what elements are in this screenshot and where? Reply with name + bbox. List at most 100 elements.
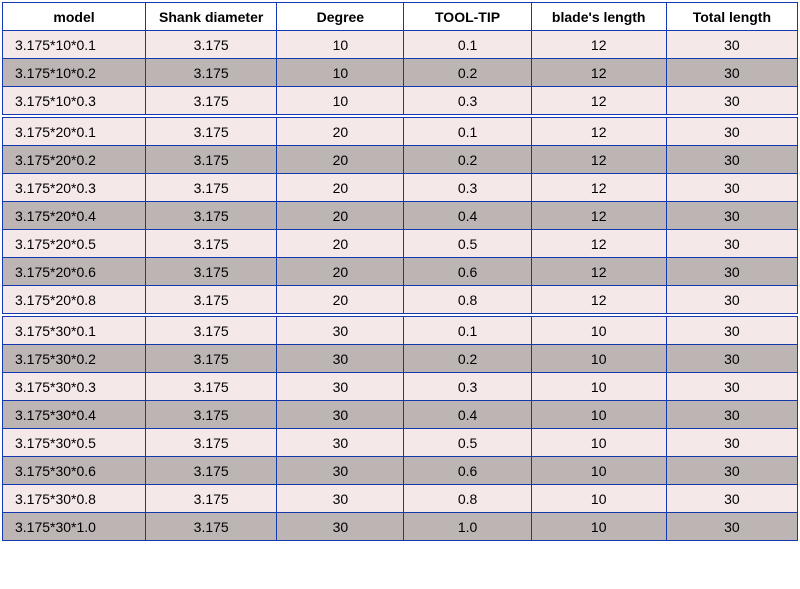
cell-blade: 12 bbox=[531, 174, 666, 202]
cell-total: 30 bbox=[666, 401, 797, 429]
table-header: model Shank diameter Degree TOOL-TIP bla… bbox=[3, 3, 798, 31]
table-row: 3.175*20*0.13.175200.11230 bbox=[3, 118, 798, 146]
col-model: model bbox=[3, 3, 146, 31]
cell-shank: 3.175 bbox=[146, 202, 277, 230]
cell-model: 3.175*30*0.6 bbox=[3, 457, 146, 485]
cell-model: 3.175*30*0.1 bbox=[3, 317, 146, 345]
cell-tip: 0.2 bbox=[404, 59, 531, 87]
col-degree: Degree bbox=[277, 3, 404, 31]
cell-blade: 10 bbox=[531, 345, 666, 373]
cell-blade: 10 bbox=[531, 429, 666, 457]
cell-shank: 3.175 bbox=[146, 401, 277, 429]
cell-degree: 10 bbox=[277, 59, 404, 87]
cell-degree: 30 bbox=[277, 429, 404, 457]
cell-degree: 20 bbox=[277, 258, 404, 286]
cell-blade: 12 bbox=[531, 202, 666, 230]
cell-tip: 0.3 bbox=[404, 373, 531, 401]
cell-tip: 0.2 bbox=[404, 146, 531, 174]
cell-blade: 10 bbox=[531, 373, 666, 401]
table-row: 3.175*30*0.23.175300.21030 bbox=[3, 345, 798, 373]
cell-total: 30 bbox=[666, 202, 797, 230]
cell-shank: 3.175 bbox=[146, 345, 277, 373]
cell-shank: 3.175 bbox=[146, 513, 277, 541]
cell-total: 30 bbox=[666, 485, 797, 513]
col-tip: TOOL-TIP bbox=[404, 3, 531, 31]
cell-model: 3.175*30*0.8 bbox=[3, 485, 146, 513]
cell-degree: 20 bbox=[277, 230, 404, 258]
table-row: 3.175*30*0.33.175300.31030 bbox=[3, 373, 798, 401]
table-row: 3.175*20*0.83.175200.81230 bbox=[3, 286, 798, 314]
cell-shank: 3.175 bbox=[146, 317, 277, 345]
cell-blade: 12 bbox=[531, 87, 666, 115]
cell-degree: 30 bbox=[277, 345, 404, 373]
table-row: 3.175*30*0.63.175300.61030 bbox=[3, 457, 798, 485]
cell-model: 3.175*20*0.2 bbox=[3, 146, 146, 174]
cell-shank: 3.175 bbox=[146, 485, 277, 513]
cell-model: 3.175*20*0.8 bbox=[3, 286, 146, 314]
cell-total: 30 bbox=[666, 286, 797, 314]
cell-model: 3.175*20*0.3 bbox=[3, 174, 146, 202]
cell-tip: 0.8 bbox=[404, 485, 531, 513]
cell-degree: 30 bbox=[277, 513, 404, 541]
cell-degree: 10 bbox=[277, 87, 404, 115]
table-body: 3.175*10*0.13.175100.112303.175*10*0.23.… bbox=[3, 31, 798, 541]
table-row: 3.175*20*0.43.175200.41230 bbox=[3, 202, 798, 230]
cell-tip: 0.2 bbox=[404, 345, 531, 373]
cell-blade: 10 bbox=[531, 317, 666, 345]
cell-degree: 30 bbox=[277, 373, 404, 401]
cell-tip: 0.1 bbox=[404, 118, 531, 146]
cell-total: 30 bbox=[666, 513, 797, 541]
cell-tip: 0.1 bbox=[404, 317, 531, 345]
cell-blade: 12 bbox=[531, 118, 666, 146]
table-row: 3.175*20*0.63.175200.61230 bbox=[3, 258, 798, 286]
cell-blade: 10 bbox=[531, 401, 666, 429]
table-row: 3.175*30*0.53.175300.51030 bbox=[3, 429, 798, 457]
cell-degree: 20 bbox=[277, 202, 404, 230]
cell-model: 3.175*20*0.4 bbox=[3, 202, 146, 230]
table-row: 3.175*30*0.43.175300.41030 bbox=[3, 401, 798, 429]
col-total: Total length bbox=[666, 3, 797, 31]
cell-degree: 10 bbox=[277, 31, 404, 59]
cell-model: 3.175*10*0.3 bbox=[3, 87, 146, 115]
cell-blade: 12 bbox=[531, 286, 666, 314]
cell-total: 30 bbox=[666, 457, 797, 485]
table-row: 3.175*30*0.13.175300.11030 bbox=[3, 317, 798, 345]
cell-degree: 20 bbox=[277, 118, 404, 146]
table-row: 3.175*20*0.23.175200.21230 bbox=[3, 146, 798, 174]
cell-total: 30 bbox=[666, 87, 797, 115]
cell-model: 3.175*30*0.3 bbox=[3, 373, 146, 401]
cell-tip: 0.3 bbox=[404, 174, 531, 202]
cell-total: 30 bbox=[666, 59, 797, 87]
cell-shank: 3.175 bbox=[146, 174, 277, 202]
table-row: 3.175*10*0.23.175100.21230 bbox=[3, 59, 798, 87]
cell-total: 30 bbox=[666, 317, 797, 345]
cell-model: 3.175*30*0.4 bbox=[3, 401, 146, 429]
cell-model: 3.175*20*0.6 bbox=[3, 258, 146, 286]
cell-model: 3.175*30*0.2 bbox=[3, 345, 146, 373]
cell-model: 3.175*20*0.1 bbox=[3, 118, 146, 146]
cell-tip: 0.4 bbox=[404, 401, 531, 429]
cell-tip: 0.6 bbox=[404, 457, 531, 485]
cell-total: 30 bbox=[666, 146, 797, 174]
spec-table-container: model Shank diameter Degree TOOL-TIP bla… bbox=[2, 2, 798, 541]
cell-total: 30 bbox=[666, 118, 797, 146]
cell-blade: 12 bbox=[531, 146, 666, 174]
cell-tip: 0.4 bbox=[404, 202, 531, 230]
table-row: 3.175*20*0.33.175200.31230 bbox=[3, 174, 798, 202]
cell-total: 30 bbox=[666, 429, 797, 457]
cell-tip: 1.0 bbox=[404, 513, 531, 541]
cell-blade: 12 bbox=[531, 258, 666, 286]
cell-degree: 30 bbox=[277, 401, 404, 429]
col-shank: Shank diameter bbox=[146, 3, 277, 31]
cell-degree: 30 bbox=[277, 457, 404, 485]
cell-shank: 3.175 bbox=[146, 59, 277, 87]
cell-tip: 0.5 bbox=[404, 230, 531, 258]
cell-model: 3.175*30*0.5 bbox=[3, 429, 146, 457]
table-row: 3.175*30*0.83.175300.81030 bbox=[3, 485, 798, 513]
cell-shank: 3.175 bbox=[146, 429, 277, 457]
cell-total: 30 bbox=[666, 174, 797, 202]
cell-shank: 3.175 bbox=[146, 118, 277, 146]
cell-total: 30 bbox=[666, 345, 797, 373]
cell-total: 30 bbox=[666, 373, 797, 401]
cell-blade: 10 bbox=[531, 457, 666, 485]
